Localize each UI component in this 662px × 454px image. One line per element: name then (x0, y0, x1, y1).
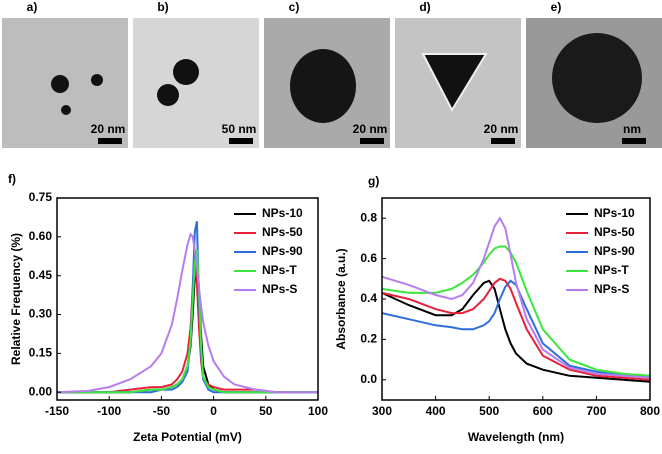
y-tick-label: 0.75 (29, 190, 53, 204)
particle (51, 75, 69, 93)
scale-bar (360, 138, 384, 144)
particle (173, 59, 199, 85)
x-tick-label: 300 (372, 404, 392, 418)
scale-bar (622, 138, 646, 144)
legend-label: NPs-S (262, 282, 297, 296)
x-tick-label: 400 (426, 404, 446, 418)
particle (290, 49, 356, 123)
tem-images (2, 18, 662, 148)
legend-label: NPs-T (262, 263, 297, 277)
scale-label: 50 nm (222, 122, 257, 136)
scale-bar (491, 138, 515, 144)
panel-label: c) (289, 0, 300, 14)
y-tick-label: 0.8 (360, 210, 377, 224)
x-axis-label: Wavelength (nm) (468, 430, 564, 444)
y-tick-label: 0.00 (29, 384, 53, 398)
x-tick-label: -50 (153, 404, 171, 418)
scale-label: nm (623, 122, 641, 136)
series-line (381, 279, 651, 383)
x-tick-label: 0 (210, 404, 217, 418)
scale-label: 20 nm (91, 122, 126, 136)
y-tick-label: 0.2 (360, 332, 377, 346)
particle (61, 105, 71, 115)
scale-bar (229, 138, 253, 144)
x-tick-label: -150 (45, 404, 69, 418)
y-tick-label: 0.60 (29, 229, 53, 243)
x-tick-label: 500 (479, 404, 499, 418)
panel-label: g) (368, 174, 379, 188)
scale-label: 20 nm (484, 122, 519, 136)
particle (552, 33, 642, 123)
legend-label: NPs-50 (262, 225, 303, 239)
legend-label: NPs-10 (262, 206, 303, 220)
y-tick-label: 0.15 (29, 346, 53, 360)
panel-label: e) (551, 0, 562, 14)
x-axis-label: Zeta Potential (mV) (133, 430, 242, 444)
scale-bar (98, 138, 122, 144)
scale-label: 20 nm (353, 122, 388, 136)
y-tick-label: 0.45 (29, 268, 53, 282)
particle (157, 84, 179, 106)
series-line (56, 232, 318, 394)
x-tick-label: 700 (586, 404, 606, 418)
series-line (381, 279, 650, 377)
y-tick-label: 0.6 (360, 251, 377, 265)
y-tick-label: 0.4 (360, 291, 377, 305)
x-tick-label: 600 (533, 404, 553, 418)
particle (421, 53, 488, 113)
y-tick-label: 0.30 (29, 307, 53, 321)
particle (91, 74, 103, 86)
y-axis-label: Relative Frequency (%) (9, 233, 23, 365)
legend-label: NPs-90 (262, 244, 303, 258)
legend-label: NPs-90 (594, 244, 635, 258)
x-tick-label: 100 (308, 404, 328, 418)
panel-label: b) (157, 0, 168, 14)
panel-label: f) (8, 172, 16, 186)
series-line (381, 277, 651, 381)
x-tick-label: 50 (259, 404, 273, 418)
legend-label: NPs-50 (594, 225, 635, 239)
legend-label: NPs-S (594, 282, 629, 296)
y-tick-label: 0.0 (360, 372, 377, 386)
series-line (57, 249, 318, 394)
x-tick-label: -100 (97, 404, 121, 418)
panel-label: d) (419, 0, 430, 14)
series-line (381, 245, 651, 377)
series-line (381, 216, 651, 379)
y-axis-label: Absorbance (a.u.) (334, 248, 348, 349)
legend-label: NPs-T (594, 263, 629, 277)
tem-image (133, 18, 259, 148)
x-tick-label: 800 (640, 404, 660, 418)
legend-label: NPs-10 (594, 206, 635, 220)
plot-frame (56, 197, 319, 401)
panel-label: a) (27, 0, 38, 14)
